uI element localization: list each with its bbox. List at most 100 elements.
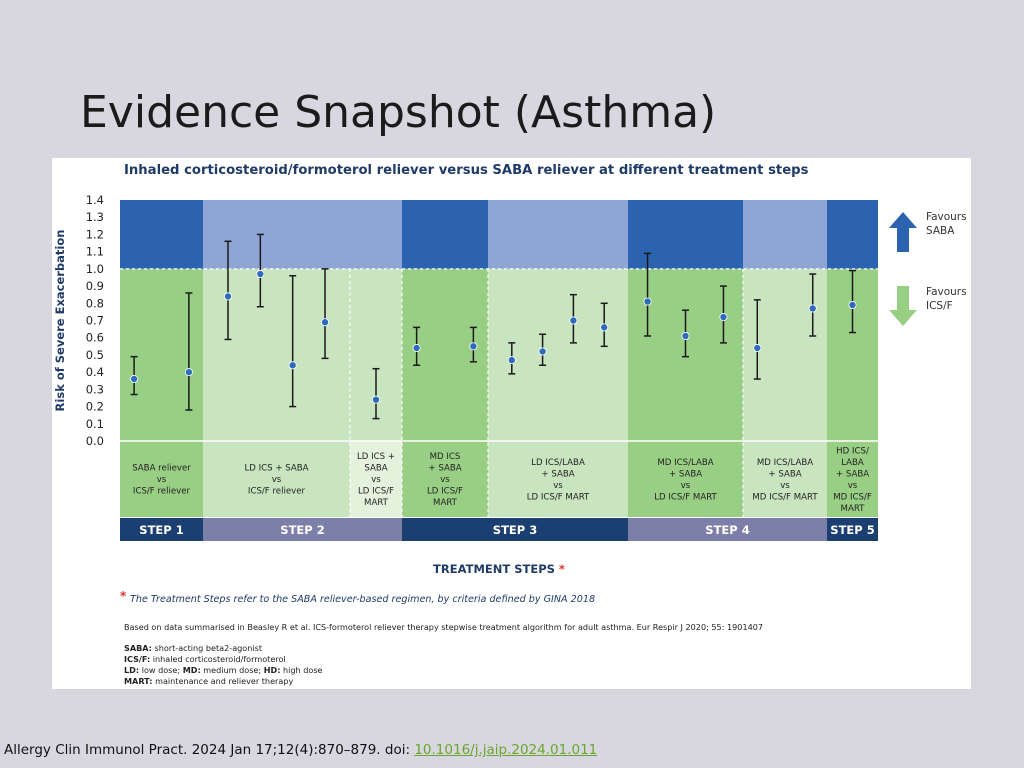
comparison-label: + SABA — [836, 469, 869, 479]
abbreviation-definition: medium dose; — [201, 665, 264, 675]
comparison-label: + SABA — [768, 469, 801, 479]
data-point — [848, 301, 857, 310]
comparison-label: vs — [440, 475, 450, 485]
arrow-up-icon — [889, 212, 917, 252]
comparison-label: MD ICS — [430, 452, 461, 462]
x-axis-label-text: TREATMENT STEPS — [433, 562, 555, 576]
doi-link[interactable]: 10.1016/j.jaip.2024.01.011 — [414, 742, 598, 758]
citation: Allergy Clin Immunol Pract. 2024 Jan 17;… — [4, 742, 597, 758]
favours-icsf-band — [120, 268, 203, 441]
figure-panel: Inhaled corticosteroid/formoterol reliev… — [52, 158, 971, 689]
comparison-label: vs — [848, 481, 858, 491]
step-bar — [120, 518, 203, 541]
step-label: STEP 4 — [705, 523, 749, 537]
comparison-label: ICS/F reliever — [248, 487, 306, 497]
y-tick-label: 1.4 — [86, 193, 104, 207]
footnote-asterisk: * — [120, 589, 127, 603]
favours-icsf-label: Favours ICS/F — [926, 285, 967, 313]
arrow-down-icon — [889, 286, 917, 326]
data-point — [130, 375, 139, 384]
data-point — [288, 361, 297, 370]
data-point — [643, 297, 652, 306]
comparison-label: vs — [780, 481, 790, 491]
y-tick-label: 0.5 — [86, 348, 104, 362]
step-bar — [402, 518, 628, 541]
step-label: STEP 3 — [493, 523, 537, 537]
y-tick-label: 0.2 — [86, 400, 104, 414]
x-axis-asterisk: * — [555, 562, 565, 576]
favours-icsf-line2: ICS/F — [926, 300, 953, 312]
abbreviation-definition: inhaled corticosteroid/formoterol — [150, 654, 285, 664]
comparison-label: MART — [364, 498, 389, 508]
abbreviation-line: LD: low dose; MD: medium dose; HD: high … — [124, 665, 323, 675]
data-point — [753, 344, 762, 353]
slide-title: Evidence Snapshot (Asthma) — [80, 87, 717, 138]
step-bar — [628, 518, 827, 541]
abbreviation-definition: low dose; — [139, 665, 183, 675]
data-point — [507, 356, 516, 365]
forest-plot-chart: Inhaled corticosteroid/formoterol reliev… — [53, 163, 878, 686]
favours-icsf-band — [402, 268, 488, 441]
comparison-label: + SABA — [428, 464, 461, 474]
favours-icsf-band — [488, 268, 628, 441]
favours-saba-line2: SABA — [926, 225, 955, 237]
step-label: STEP 5 — [830, 523, 874, 537]
favours-saba-label: Favours SABA — [926, 210, 967, 238]
data-point — [681, 331, 690, 340]
abbreviation-line: MART: maintenance and reliever therapy — [124, 676, 293, 686]
comparison-label-cell — [488, 441, 628, 517]
comparison-label: MART — [433, 498, 458, 508]
data-point — [256, 270, 265, 279]
favours-icsf-line1: Favours — [926, 286, 967, 298]
x-axis-label: TREATMENT STEPS * — [433, 562, 565, 576]
comparison-label: MD ICS/LABA — [757, 458, 813, 468]
comparison-label: LD ICS/F MART — [527, 492, 590, 502]
y-tick-label: 0.9 — [86, 279, 104, 293]
y-tick-label: 1.0 — [86, 262, 104, 276]
comparison-label: + SABA — [669, 469, 702, 479]
comparison-label-cell — [120, 441, 203, 517]
comparison-label: vs — [681, 481, 691, 491]
abbreviation-line: ICS/F: inhaled corticosteroid/formoterol — [124, 654, 286, 664]
favours-icsf-band — [743, 268, 827, 441]
abbreviation-term: MD: — [183, 665, 201, 675]
comparison-label: MD ICS/F — [833, 492, 872, 502]
favours-saba-band — [203, 200, 350, 269]
comparison-label: HD ICS/ — [836, 446, 869, 456]
comparison-label-cell — [827, 441, 878, 517]
comparison-label: vs — [553, 481, 563, 491]
comparison-label-cell — [628, 441, 743, 517]
abbreviation-definition: short-acting beta2-agonist — [152, 643, 262, 653]
y-tick-label: 0.1 — [86, 417, 104, 431]
y-tick-label: 0.8 — [86, 296, 104, 310]
chart-title: Inhaled corticosteroid/formoterol reliev… — [124, 163, 809, 178]
step-bar — [203, 518, 402, 541]
y-axis-label: Risk of Severe Exacerbation — [53, 230, 67, 412]
abbreviation-term: ICS/F: — [124, 654, 150, 664]
abbreviation-definition: high dose — [280, 665, 322, 675]
comparison-label: SABA reliever — [132, 464, 191, 474]
data-point — [569, 316, 578, 325]
y-tick-label: 0.6 — [86, 331, 104, 345]
favours-saba-band — [350, 200, 402, 269]
abbreviation-term: HD: — [264, 665, 281, 675]
y-tick-label: 1.3 — [86, 210, 104, 224]
abbreviation-line: SABA: short-acting beta2-agonist — [124, 643, 262, 653]
data-point — [184, 368, 193, 377]
comparison-label-cell — [402, 441, 488, 517]
data-point — [469, 342, 478, 351]
comparison-label-cell — [350, 441, 402, 517]
y-tick-label: 1.1 — [86, 245, 104, 259]
comparison-label: LD ICS/F — [358, 487, 394, 497]
comparison-label: SABA — [364, 464, 387, 474]
source-note: Based on data summarised in Beasley R et… — [124, 622, 763, 632]
favours-saba-line1: Favours — [926, 211, 967, 223]
data-point — [412, 344, 421, 353]
data-point — [223, 292, 232, 301]
comparison-label: vs — [371, 475, 381, 485]
abbreviation-term: SABA: — [124, 643, 152, 653]
y-tick-label: 0.4 — [86, 365, 104, 379]
step-label: STEP 2 — [280, 523, 324, 537]
comparison-label-cell — [203, 441, 350, 517]
comparison-label: ICS/F reliever — [133, 487, 191, 497]
